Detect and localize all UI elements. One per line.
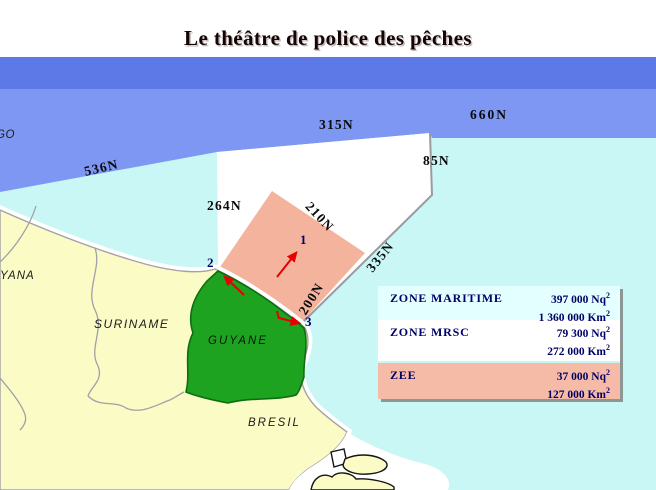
border-line-southwest — [0, 377, 27, 431]
arrow-point-1 — [276, 250, 298, 278]
legend-row-label: ZONE MRSC — [390, 325, 470, 339]
border-guyana-suriname — [87, 247, 101, 397]
point-2-label: 2 — [207, 255, 214, 270]
guyane-region — [185, 270, 307, 404]
label-660n: 660N — [470, 107, 508, 122]
label-guyana: YANA — [0, 270, 35, 282]
label-85n: 85N — [423, 153, 450, 168]
land — [0, 209, 348, 490]
point-3-label: 3 — [305, 314, 312, 329]
border-line-west — [0, 205, 37, 263]
legend-row-values: 37 000 Nq2 127 000 Km2 — [547, 368, 610, 402]
label-tobago-partial: GO — [0, 129, 15, 141]
label-264n: 264N — [207, 198, 242, 213]
island — [310, 472, 395, 490]
island — [342, 454, 388, 475]
legend-row-zone-maritime: ZONE MARITIME 397 000 Nq2 1 360 000 Km2 — [378, 286, 620, 325]
legend-row-zone-mrsc: ZONE MRSC 79 300 Nq2 272 000 Km2 — [378, 320, 620, 361]
label-315n: 315N — [319, 117, 354, 132]
arrow-point-2 — [223, 275, 245, 296]
label-bresil: BRESIL — [248, 417, 301, 429]
point-1-label: 1 — [300, 232, 307, 247]
label-guyane: GUYANE — [208, 335, 268, 347]
legend-row-label: ZONE MARITIME — [390, 291, 503, 305]
border-suriname-bresil — [87, 391, 185, 411]
zone-boundary-line — [302, 132, 434, 323]
label-suriname: SURINAME — [94, 317, 170, 331]
legend-row-label: ZEE — [390, 368, 417, 382]
legend-row-values: 397 000 Nq2 1 360 000 Km2 — [538, 291, 610, 325]
legend-row-zee: ZEE 37 000 Nq2 127 000 Km2 — [378, 363, 620, 402]
arrow-point-3-tick — [276, 310, 280, 320]
arrow-point-3 — [278, 316, 302, 326]
zones-legend-table: ZONE MARITIME 397 000 Nq2 1 360 000 Km2 … — [378, 286, 620, 402]
legend-row-values: 79 300 Nq2 272 000 Km2 — [547, 325, 610, 359]
deep-ocean-band-light — [0, 57, 656, 192]
deep-ocean-band-dark — [0, 57, 656, 89]
page-title: Le théâtre de police des pêches — [184, 26, 472, 50]
